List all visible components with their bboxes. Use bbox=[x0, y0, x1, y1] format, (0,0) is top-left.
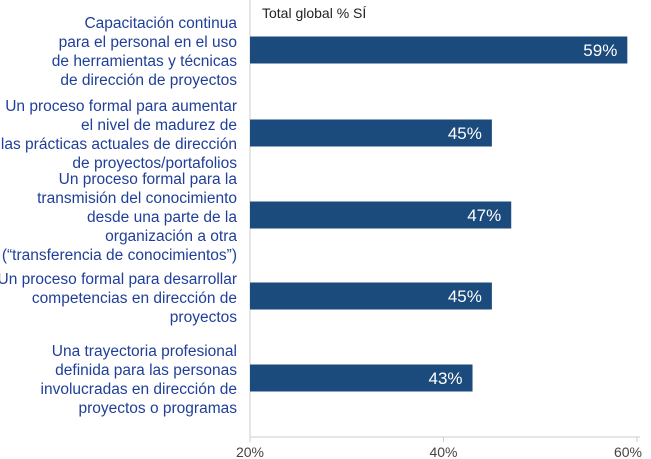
category-label-line: (“transferencia de conocimientos”) bbox=[1, 246, 237, 264]
x-tick-label: 60% bbox=[614, 444, 642, 459]
category-label-3: Un proceso formal para la transmisión del… bbox=[0, 170, 237, 265]
bar-value-label-5: 43% bbox=[428, 369, 462, 388]
category-label-line: el nivel de madurez de bbox=[81, 117, 237, 134]
category-label-2: Un proceso formal para aumentar el nivel … bbox=[0, 97, 237, 173]
category-label-line: Un proceso formal para aumentar bbox=[5, 98, 237, 115]
chart-subtitle: Total global % SÍ bbox=[262, 5, 367, 21]
category-label-line: Un proceso formal para desarrollar bbox=[0, 270, 237, 288]
category-label-line: definida para las personas bbox=[55, 362, 237, 379]
category-label-line: desde una parte de la bbox=[87, 208, 237, 226]
category-label-line: de herramientas y técnicas bbox=[51, 53, 237, 70]
category-label-line: proyectos o programas bbox=[78, 400, 237, 417]
bar-value-label-2: 45% bbox=[448, 124, 482, 143]
category-label-line: de proyectos/portafolios bbox=[72, 155, 237, 172]
category-label-line: organización a otra bbox=[105, 227, 237, 245]
category-label-line: proyectos bbox=[169, 308, 237, 326]
category-label-5: Una trayectoria profesional definida para… bbox=[0, 342, 237, 418]
x-tick-label: 40% bbox=[429, 444, 457, 459]
category-label-1: Capacitación continua para el personal en… bbox=[0, 14, 237, 90]
bar-5 bbox=[250, 364, 473, 392]
category-label-line: Capacitación continua bbox=[84, 15, 237, 32]
category-label-line: las prácticas actuales de dirección bbox=[0, 136, 237, 153]
bar-4 bbox=[250, 282, 492, 310]
x-tick-label: 20% bbox=[236, 444, 264, 459]
category-label-line: competencias en dirección de bbox=[31, 289, 237, 307]
category-label-4: Un proceso formal para desarrollar compet… bbox=[0, 270, 237, 327]
category-label-line: Un proceso formal para la bbox=[58, 170, 237, 188]
bar-1 bbox=[250, 36, 628, 64]
bar-value-label-3: 47% bbox=[467, 206, 501, 225]
bar-value-label-4: 45% bbox=[448, 287, 482, 306]
bar-2 bbox=[250, 119, 492, 147]
category-label-line: involucradas en dirección de bbox=[40, 381, 237, 398]
category-label-line: transmisión del conocimiento bbox=[37, 189, 237, 207]
category-label-line: para el personal en el uso bbox=[58, 34, 237, 51]
category-label-line: de dirección de proyectos bbox=[60, 72, 237, 89]
bar-3 bbox=[250, 201, 512, 229]
bar-value-label-1: 59% bbox=[583, 41, 617, 60]
category-label-line: Una trayectoria profesional bbox=[51, 343, 237, 360]
